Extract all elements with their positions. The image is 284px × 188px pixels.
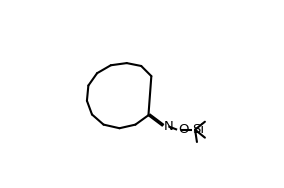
Text: N: N [164,120,174,133]
Text: Si: Si [192,123,204,136]
Text: O: O [178,123,189,136]
